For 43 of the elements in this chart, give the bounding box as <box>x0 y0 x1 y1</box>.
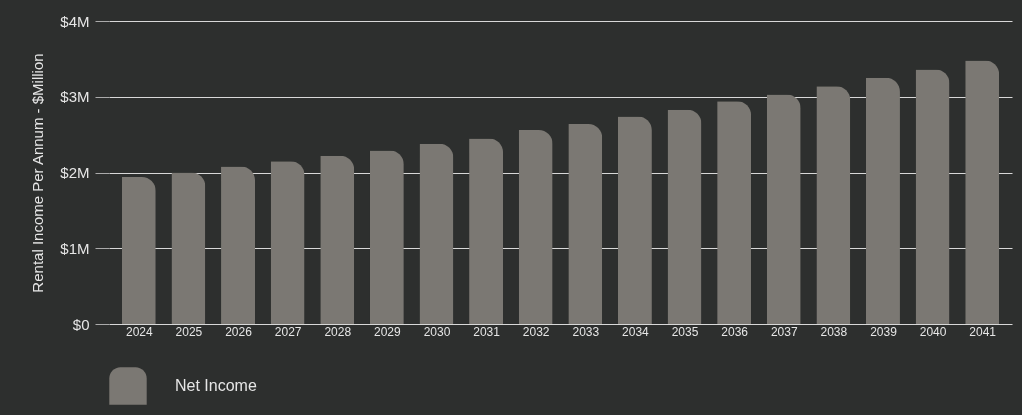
x-tick-label: 2026 <box>225 324 253 339</box>
legend-label: Net Income <box>175 377 257 394</box>
x-tick-label: 2038 <box>820 324 848 339</box>
y-tick-label: $2M <box>60 164 90 181</box>
x-tick-label: 2041 <box>969 324 997 339</box>
y-tick-label: $0 <box>72 315 90 333</box>
bar <box>915 69 950 324</box>
y-axis-title: Rental Income Per Annum - $Million <box>29 53 47 293</box>
bar <box>816 86 851 324</box>
bar <box>221 166 256 324</box>
bar <box>667 109 702 324</box>
bar <box>965 60 1000 324</box>
x-tick-label: 2035 <box>671 324 699 339</box>
x-tick-label: 2029 <box>374 324 402 339</box>
x-tick-label: 2034 <box>622 324 650 339</box>
bar <box>568 124 603 324</box>
x-tick-label: 2032 <box>522 324 550 339</box>
x-tick-label: 2031 <box>473 324 501 339</box>
x-tick-label: 2024 <box>125 324 153 339</box>
x-tick-label: 2027 <box>274 324 302 339</box>
bar <box>518 130 553 324</box>
bar <box>717 101 752 324</box>
x-tick-label: 2025 <box>175 324 203 339</box>
bar <box>617 116 652 324</box>
x-tick-label: 2030 <box>423 324 451 339</box>
y-tick-label: $4M <box>60 12 90 30</box>
bar <box>865 77 900 324</box>
bar <box>121 177 156 324</box>
y-tick-label: $1M <box>60 239 90 257</box>
x-tick-label: 2040 <box>919 324 947 339</box>
bar <box>270 161 305 324</box>
x-tick-label: 2028 <box>324 324 352 339</box>
x-tick-label: 2039 <box>870 324 898 339</box>
bar <box>171 172 206 324</box>
y-tick-label: $3M <box>60 88 90 106</box>
bar <box>369 150 404 324</box>
x-tick-label: 2037 <box>770 324 798 339</box>
x-tick-label: 2036 <box>721 324 749 339</box>
bar <box>419 143 454 324</box>
x-tick-label: 2033 <box>572 324 600 339</box>
bar <box>469 138 504 324</box>
bar <box>766 94 801 324</box>
bar <box>320 155 355 324</box>
